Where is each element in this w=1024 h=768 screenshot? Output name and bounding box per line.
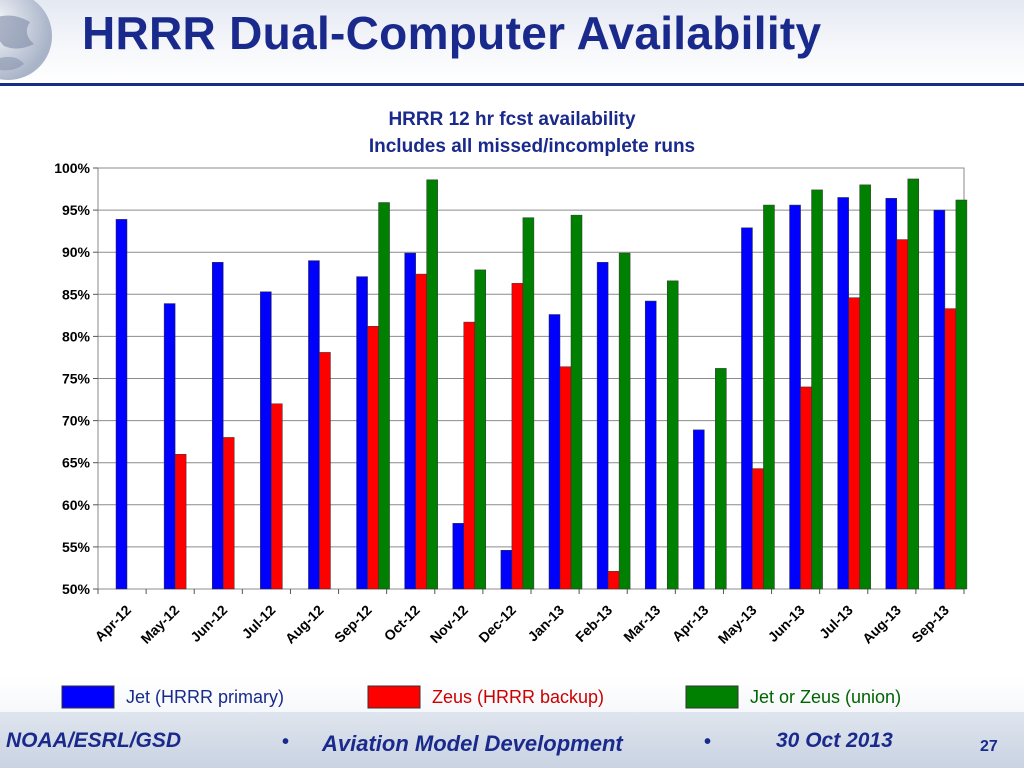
bar-jet [308,260,320,590]
bar-union [426,179,438,590]
y-tick-label: 50% [62,581,91,597]
bar-jet [163,303,176,590]
x-tick-label: Jul-13 [816,602,856,642]
bar-zeus [367,326,379,590]
bar-union [763,204,775,590]
page-number: 27 [980,738,998,755]
x-tick-label: Jun-13 [765,602,808,645]
bar-zeus [222,437,235,590]
bar-zeus [559,366,572,590]
globe-logo-icon [0,0,64,80]
bar-union [907,178,920,590]
x-tick-label: Oct-12 [381,602,423,644]
bar-union [666,280,679,590]
y-tick-label: 90% [62,244,91,260]
bar-union [715,368,727,590]
x-tick-label: Jan-13 [524,602,567,645]
bar-jet [644,300,657,590]
bar-jet [452,523,465,590]
bar-zeus [848,297,860,590]
x-tick-label: Sep-13 [908,602,952,646]
y-tick-label: 95% [62,202,91,218]
bar-zeus [319,352,331,590]
y-tick-label: 55% [62,539,91,555]
bar-zeus [607,571,620,590]
slide-title: HRRR Dual-Computer Availability [82,7,822,59]
bar-jet [741,227,753,590]
footer-date: 30 Oct 2013 [776,729,893,752]
x-tick-label: Sep-12 [331,602,375,646]
bar-jet [693,429,705,590]
bar-jet [837,197,849,590]
footer-bullet-left: • [282,731,290,753]
x-tick-label: Jun-12 [187,602,230,645]
x-tick-label: Mar-13 [620,602,663,645]
x-tick-label: Aug-12 [282,602,327,647]
bar-union [378,202,390,590]
y-tick-label: 60% [62,497,91,513]
legend-swatch [367,685,421,709]
bar-zeus [800,386,812,590]
bar-union [570,214,583,590]
bar-union [859,184,871,590]
y-tick-label: 100% [54,160,90,176]
title-divider [0,83,1024,86]
x-tick-label: Apr-13 [669,602,712,645]
bar-union [618,252,631,590]
y-tick-label: 65% [62,455,91,471]
legend-label: Jet (HRRR primary) [126,687,284,707]
bar-zeus [752,468,764,590]
chart-subtitle: Includes all missed/incomplete runs [369,136,695,157]
y-tick-label: 80% [62,328,91,344]
bar-jet [211,262,224,590]
legend-label: Jet or Zeus (union) [750,687,901,707]
x-tick-label: Aug-13 [859,602,904,647]
x-tick-label: Nov-12 [427,602,471,646]
chart-title: HRRR 12 hr fcst availability [388,109,636,130]
bar-jet [356,276,368,590]
y-tick-label: 85% [62,286,91,302]
bar-chart: HRRR 12 hr fcst availability Includes al… [54,109,968,709]
bar-zeus [896,239,909,590]
legend-swatch [61,685,115,709]
bar-zeus [511,283,524,590]
bar-jet [260,291,272,590]
y-tick-label: 70% [62,413,91,429]
x-tick-label: May-12 [137,602,182,647]
bar-jet [115,219,128,590]
footer-bullet-right: • [704,731,712,753]
bar-jet [596,262,609,590]
x-tick-label: May-13 [715,602,760,647]
bar-jet [885,198,898,590]
bar-jet [789,204,801,590]
bar-union [522,217,535,590]
bar-jet [404,252,416,590]
bar-zeus [944,308,957,590]
footer-project: Aviation Model Development [322,731,623,756]
x-tick-label: Dec-12 [475,602,519,646]
bar-jet [548,314,561,590]
bar-union [811,189,823,590]
bar-jet [933,209,946,590]
bar-union [955,199,968,590]
x-tick-label: Jul-12 [239,602,279,642]
bar-zeus [463,321,476,590]
bar-zeus [174,454,187,590]
header-band [0,0,1024,84]
bar-union [474,269,487,590]
bar-jet [500,550,513,590]
legend-swatch [685,685,739,709]
y-tick-label: 75% [62,371,91,387]
x-tick-label: Apr-12 [91,602,134,645]
footer-bar [0,712,1024,768]
footer-organization: NOAA/ESRL/GSD [6,729,182,752]
x-tick-label: Feb-13 [572,602,615,645]
bar-zeus [271,403,283,590]
legend-label: Zeus (HRRR backup) [432,687,604,707]
bar-zeus [415,273,427,590]
